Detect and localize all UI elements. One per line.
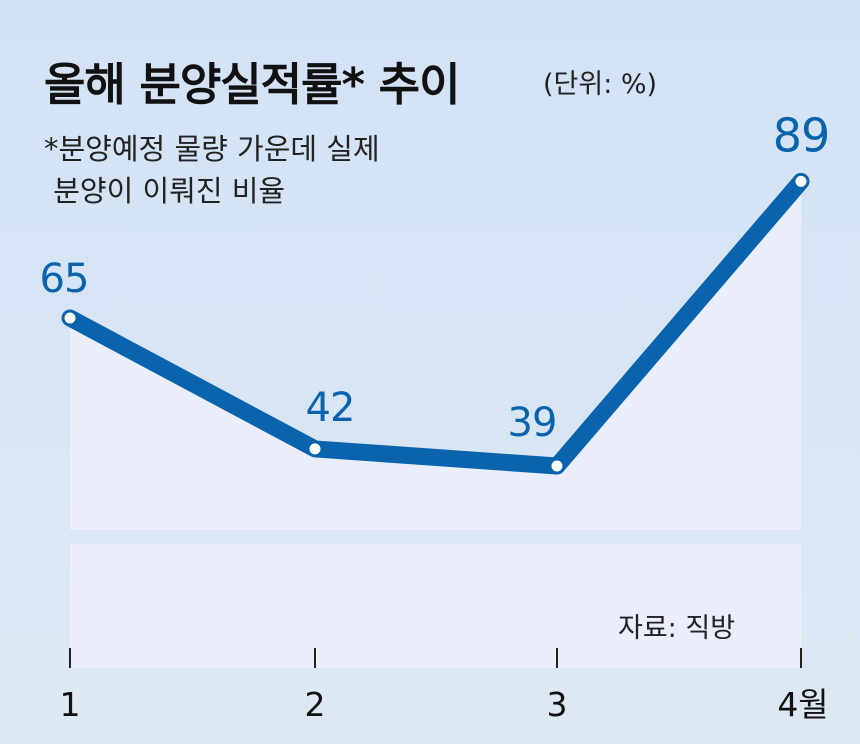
data-label: 42 xyxy=(306,385,355,431)
data-label: 65 xyxy=(40,256,89,302)
data-point xyxy=(307,441,323,457)
data-point xyxy=(793,173,809,189)
x-tick-label: 1 xyxy=(60,685,81,724)
data-point xyxy=(549,458,565,474)
x-tick-label: 4월 xyxy=(777,685,828,724)
data-label: 39 xyxy=(508,400,557,446)
x-tick-label: 3 xyxy=(547,685,568,724)
axis-band xyxy=(70,544,801,668)
chart-note-line-1: *분양예정 물량 가운데 실제 xyxy=(44,132,380,166)
data-label: 89 xyxy=(773,108,830,162)
chart-note-line-2: 분양이 이뤄진 비율 xyxy=(44,174,286,208)
unit-label: (단위: %) xyxy=(543,69,658,100)
data-point xyxy=(62,310,78,326)
area-fill xyxy=(70,181,801,530)
chart-title: 올해 분양실적률* 추이 xyxy=(44,58,460,111)
source-label: 자료: 직방 xyxy=(618,613,736,644)
chart-note: *분양예정 물량 가운데 실제 분양이 이뤄진 비율 xyxy=(44,128,380,212)
series-line xyxy=(61,172,810,475)
x-tick-label: 2 xyxy=(305,685,326,724)
